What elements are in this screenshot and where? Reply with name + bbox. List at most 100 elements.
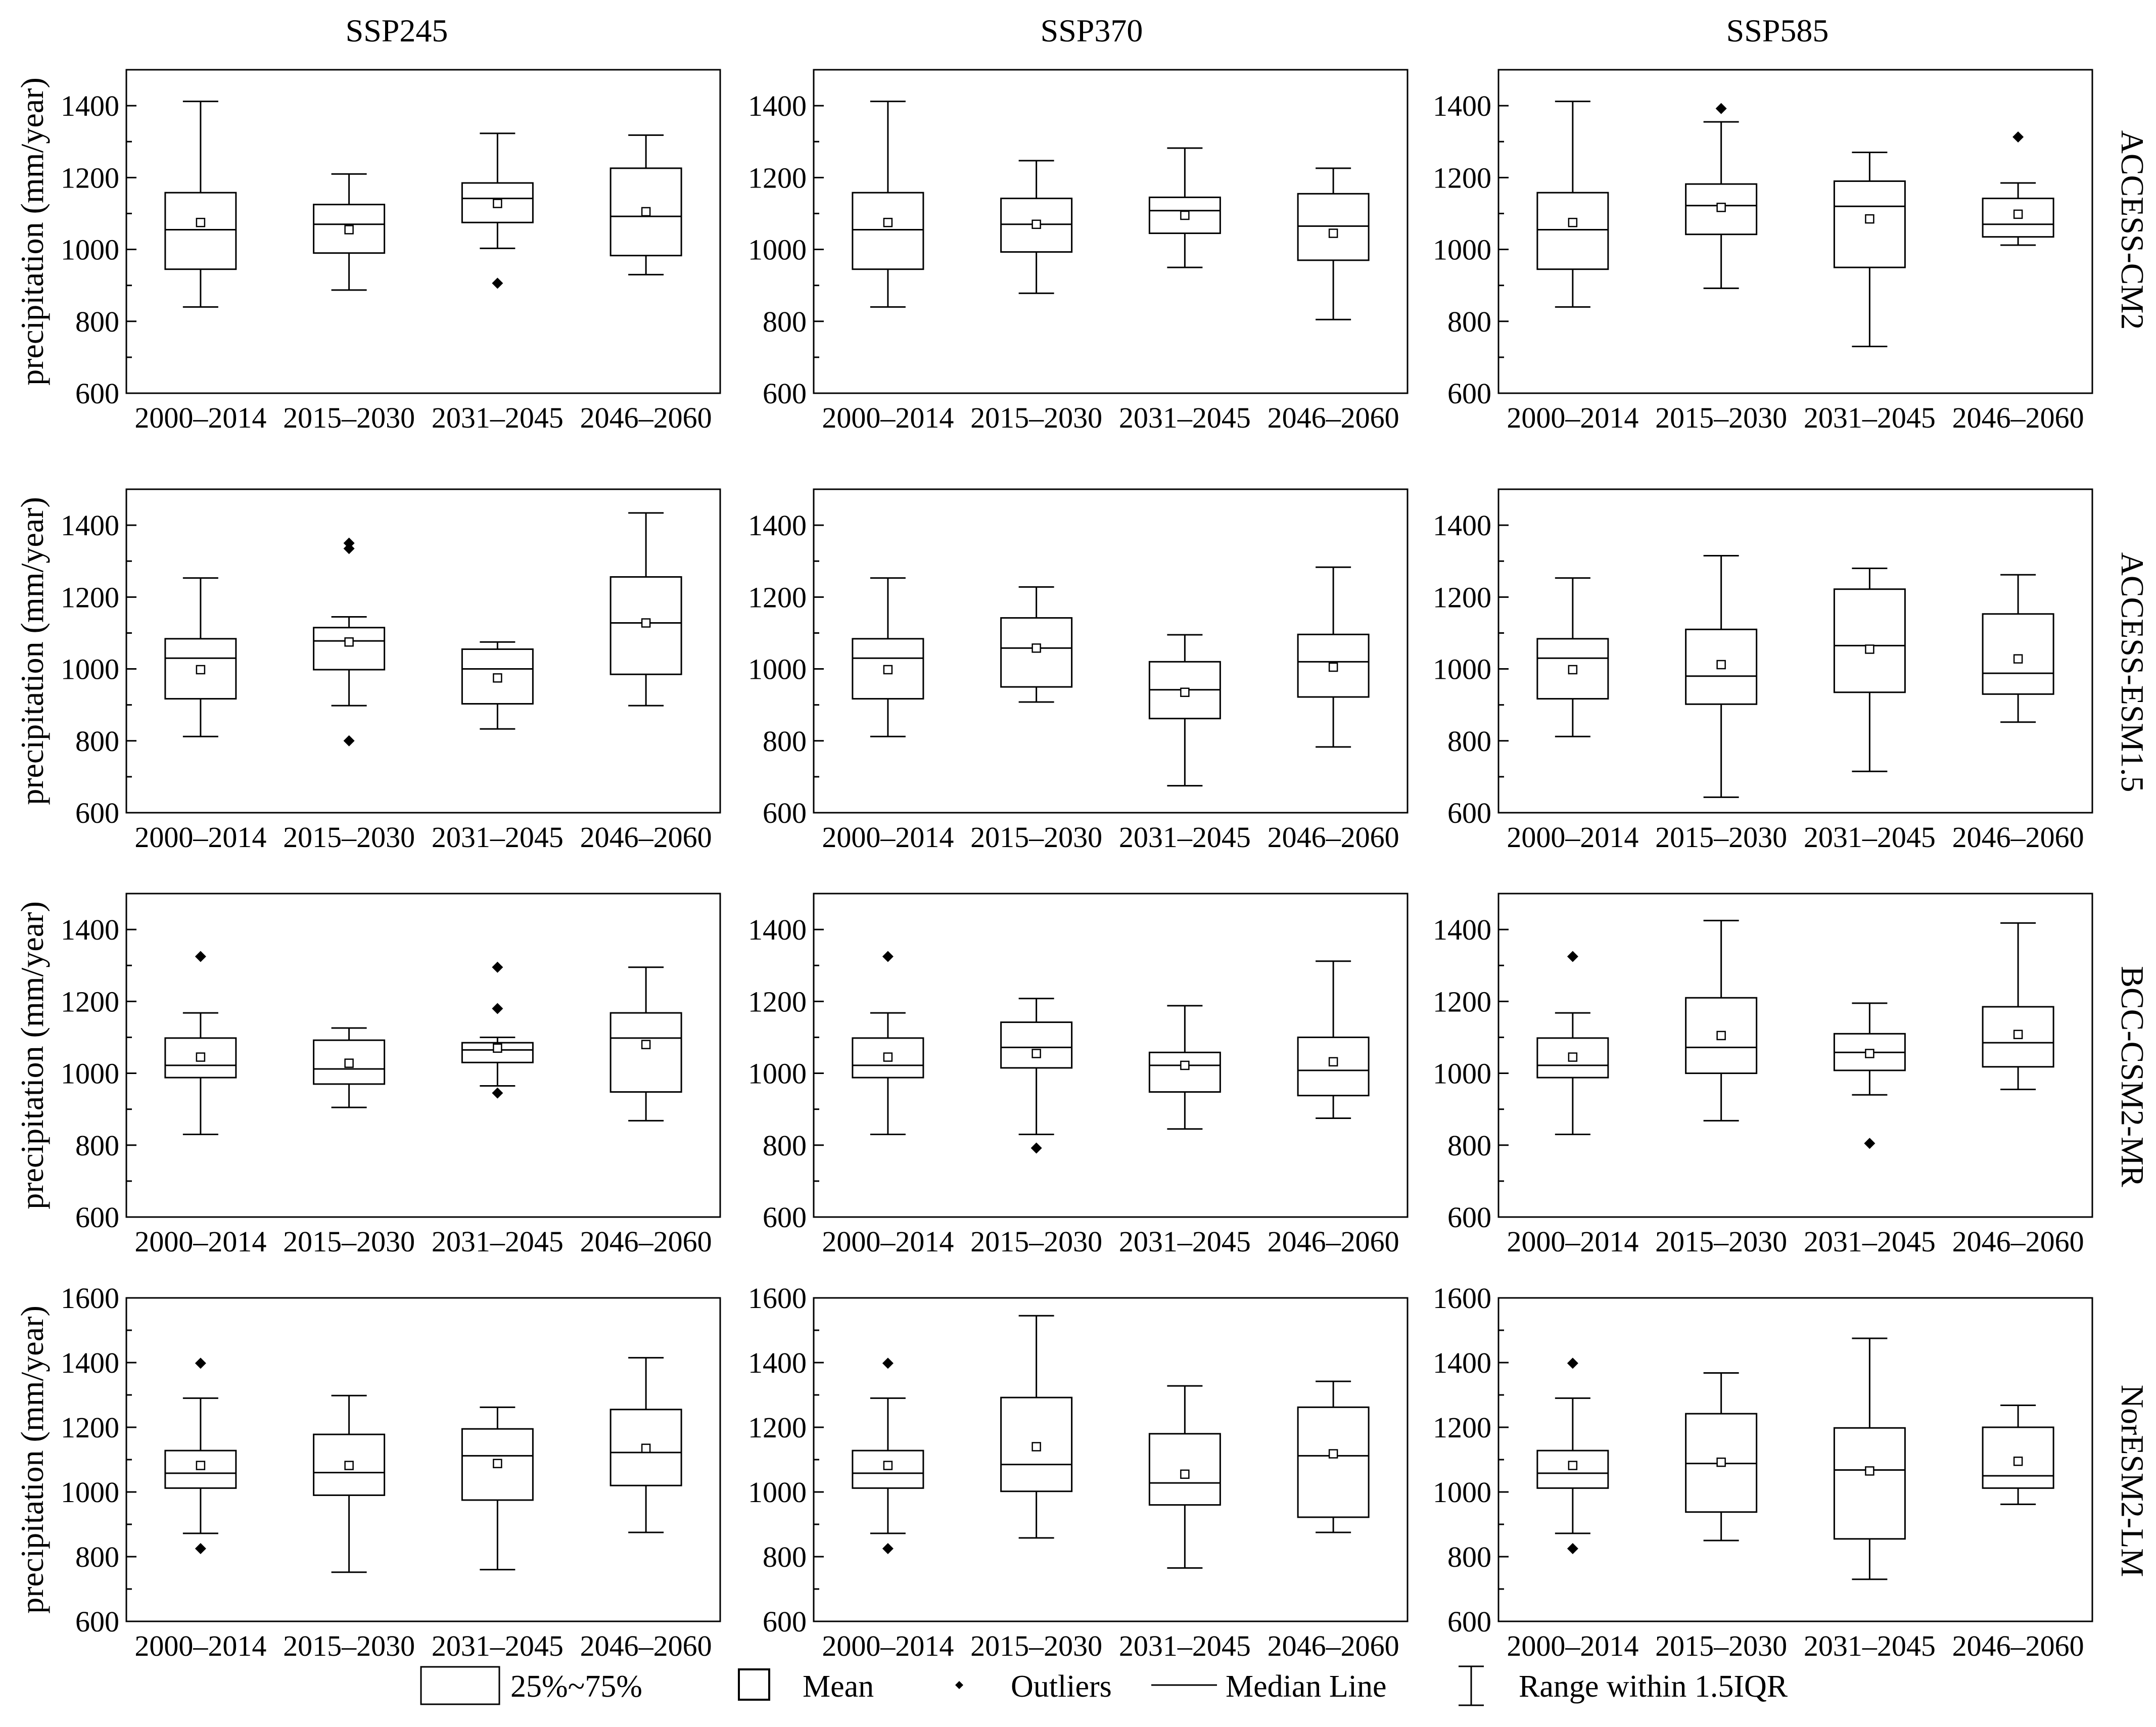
mean-marker (1865, 644, 1874, 654)
column-title-ssp585: SSP585 (1726, 13, 1829, 49)
y-tick-label: 600 (75, 1201, 119, 1234)
mean-marker (1032, 219, 1041, 229)
iqr-box (1833, 588, 1906, 693)
mean-marker (1032, 1442, 1041, 1452)
box-2031-2045 (1833, 567, 1906, 772)
y-tick-label: 1200 (748, 581, 807, 614)
y-tick-label: 600 (763, 377, 807, 410)
box-2046-2060 (1297, 960, 1370, 1119)
iqr-box (1297, 633, 1370, 698)
box-2046-2060 (1297, 1380, 1370, 1533)
outlier-point (343, 735, 355, 746)
box-2046-2060 (1982, 922, 2054, 1091)
y-tick-label: 800 (1447, 1129, 1491, 1162)
x-tick-label: 2046–2060 (1952, 401, 2084, 434)
x-tick-label: 2000–2014 (1507, 821, 1638, 854)
y-tick-label: 1400 (1433, 913, 1491, 946)
mean-marker (2013, 654, 2023, 664)
box-2015-2030 (1685, 919, 1758, 1122)
panel-access-esm1-5-ssp245: 600 800 1000 1200 1400 precipitation (mm/year… (14, 488, 721, 854)
y-tick-label: 1400 (748, 913, 807, 946)
box-2031-2045 (1148, 634, 1221, 787)
y-tick-label: 1200 (61, 581, 119, 614)
legend-outlier-swatch (955, 1681, 963, 1689)
mean-marker (1328, 1449, 1338, 1459)
box-2000-2014 (1536, 1358, 1609, 1554)
box-2000-2014 (852, 101, 924, 308)
iqr-box (1000, 617, 1073, 688)
x-tick-label: 2015–2030 (970, 821, 1102, 854)
box-2046-2060 (610, 134, 682, 275)
x-tick-label: 2046–2060 (1952, 1629, 2084, 1662)
y-tick-label: 800 (75, 725, 119, 758)
plot-frame (125, 488, 721, 814)
x-tick-label: 2000–2014 (134, 821, 266, 854)
mean-marker (1568, 1052, 1578, 1062)
box-2000-2014 (852, 577, 924, 737)
x-tick-label: 2046–2060 (1268, 1225, 1399, 1258)
x-tick-label: 2046–2060 (1268, 401, 1399, 434)
panel-noresm2-lm-ssp245: 600 800 1000 1200 1400 1600 precipitation (mm/… (14, 1282, 721, 1662)
y-tick-label: 1000 (1433, 653, 1491, 686)
y-tick-label: 600 (1447, 1605, 1491, 1638)
y-tick-label: 600 (75, 1605, 119, 1638)
x-tick-label: 2015–2030 (1655, 821, 1787, 854)
mean-marker (1032, 643, 1041, 653)
legend-mean-swatch (738, 1668, 770, 1701)
x-tick-label: 2031–2045 (1804, 401, 1936, 434)
box-2000-2014 (1536, 101, 1609, 308)
iqr-box (1148, 1433, 1221, 1506)
y-tick-label: 1400 (1433, 1346, 1491, 1379)
plot-frame (125, 893, 721, 1218)
x-tick-label: 2031–2045 (1119, 1225, 1251, 1258)
legend-range-swatch (1459, 1665, 1484, 1706)
y-tick-label: 1200 (1433, 161, 1491, 194)
y-tick-label: 1600 (61, 1282, 119, 1315)
x-tick-label: 2031–2045 (432, 1225, 564, 1258)
box-2046-2060 (1297, 566, 1370, 748)
iqr-box (1148, 1051, 1221, 1093)
y-tick-label: 800 (1447, 305, 1491, 338)
x-tick-label: 2031–2045 (1804, 1629, 1936, 1662)
mean-marker (493, 199, 502, 208)
y-tick-label: 1400 (61, 89, 119, 122)
x-tick-label: 2031–2045 (432, 821, 564, 854)
x-tick-label: 2000–2014 (822, 1225, 954, 1258)
column-titles: SSP245 SSP370 SSP585 (346, 13, 1829, 49)
panel-access-esm1-5-ssp585: 600 800 1000 1200 1400 2000–2014 2015–2030 2031… (1433, 488, 2093, 854)
y-tick-label: 1000 (61, 653, 119, 686)
iqr-box (1833, 1427, 1906, 1540)
x-tick-label: 2031–2045 (1804, 821, 1936, 854)
y-tick-label: 800 (1447, 725, 1491, 758)
box-2000-2014 (164, 577, 237, 737)
y-tick-label: 800 (763, 1541, 807, 1573)
box-2046-2060 (610, 1357, 682, 1533)
iqr-box (610, 1012, 682, 1093)
mean-marker (641, 207, 651, 217)
y-tick-label: 1200 (1433, 985, 1491, 1018)
x-tick-label: 2015–2030 (283, 1629, 415, 1662)
outlier-point (1030, 1142, 1042, 1154)
y-tick-label: 600 (763, 797, 807, 829)
y-tick-label: 1000 (1433, 1057, 1491, 1090)
box-2015-2030 (1000, 1315, 1073, 1539)
row-title-access-cm2: ACCESS-CM2 (2115, 130, 2150, 330)
outlier-point (492, 1003, 503, 1014)
mean-marker (641, 1040, 651, 1049)
x-tick-label: 2031–2045 (1119, 821, 1251, 854)
x-tick-label: 2031–2045 (1119, 401, 1251, 434)
panel-bcc-csm2-mr-ssp245: 600 800 1000 1200 1400 precipitation (mm/year… (14, 893, 721, 1258)
x-tick-label: 2015–2030 (1655, 401, 1787, 434)
panel-access-cm2-ssp245: 600 800 1000 1200 1400 precipitation (mm/year… (14, 69, 721, 434)
box-2046-2060 (1982, 131, 2054, 246)
y-tick-label: 1200 (748, 985, 807, 1018)
box-2031-2045 (461, 1406, 534, 1571)
mean-marker (1180, 1060, 1190, 1070)
y-tick-label: 600 (763, 1605, 807, 1638)
y-tick-label: 1200 (61, 1411, 119, 1444)
mean-marker (641, 1443, 651, 1453)
iqr-box (1000, 1021, 1073, 1069)
box-2000-2014 (852, 1358, 924, 1554)
box-2000-2014 (164, 101, 237, 308)
